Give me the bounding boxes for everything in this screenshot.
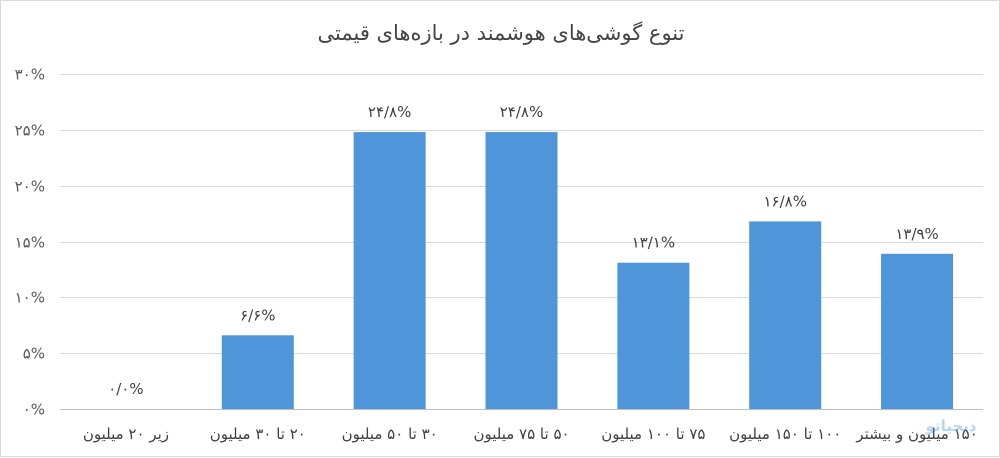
y-tick-label: ۲۵% xyxy=(15,122,45,140)
y-tick-label: ۰% xyxy=(23,401,45,419)
data-label: ۲۴/۸% xyxy=(368,103,411,121)
y-tick-label: ۱۵% xyxy=(15,234,45,252)
data-labels: ۰/۰% ۶/۶% ۲۴/۸% ۲۴/۸% ۱۳/۱% ۱۶/۸% ۱۳/۹% xyxy=(108,103,939,398)
y-tick-label: ۵% xyxy=(23,345,45,363)
watermark-logo: دیجیاتو xyxy=(925,417,977,435)
x-tick-label: ۷۵ تا ۱۰۰ میلیون xyxy=(601,425,705,443)
bar xyxy=(881,253,954,409)
data-label: ۰/۰% xyxy=(108,380,143,398)
bar xyxy=(485,132,558,410)
data-label: ۲۴/۸% xyxy=(500,103,543,121)
data-label: ۶/۶% xyxy=(240,306,275,324)
data-label: ۱۳/۹% xyxy=(895,225,938,243)
y-axis-ticks: ۰% ۵% ۱۰% ۱۵% ۲۰% ۲۵% ۳۰% xyxy=(15,66,45,419)
bars xyxy=(221,132,954,410)
x-tick-label: ۱۰۰ تا ۱۵۰ میلیون xyxy=(729,425,841,443)
y-tick-label: ۲۰% xyxy=(15,178,45,196)
bar xyxy=(617,262,690,409)
x-tick-label: ۱۵۰ میلیون و بیشتر xyxy=(855,425,977,443)
bar xyxy=(749,221,822,409)
data-label: ۱۳/۱% xyxy=(632,234,675,252)
x-tick-label: زیر ۲۰ میلیون xyxy=(83,425,169,443)
y-tick-label: ۱۰% xyxy=(15,289,45,307)
x-tick-label: ۳۰ تا ۵۰ میلیون xyxy=(342,425,438,443)
x-axis-ticks: زیر ۲۰ میلیون ۲۰ تا ۳۰ میلیون ۳۰ تا ۵۰ میل… xyxy=(83,425,978,443)
x-tick-label: ۲۰ تا ۳۰ میلیون xyxy=(210,425,306,443)
data-label: ۱۶/۸% xyxy=(763,192,806,210)
bar xyxy=(221,335,294,409)
bar xyxy=(353,132,426,410)
y-tick-label: ۳۰% xyxy=(15,66,45,84)
chart-title: تنوع گوشی‌های هوشمند در بازه‌های قیمتی xyxy=(318,21,685,45)
x-tick-label: ۵۰ تا ۷۵ میلیون xyxy=(473,425,569,443)
